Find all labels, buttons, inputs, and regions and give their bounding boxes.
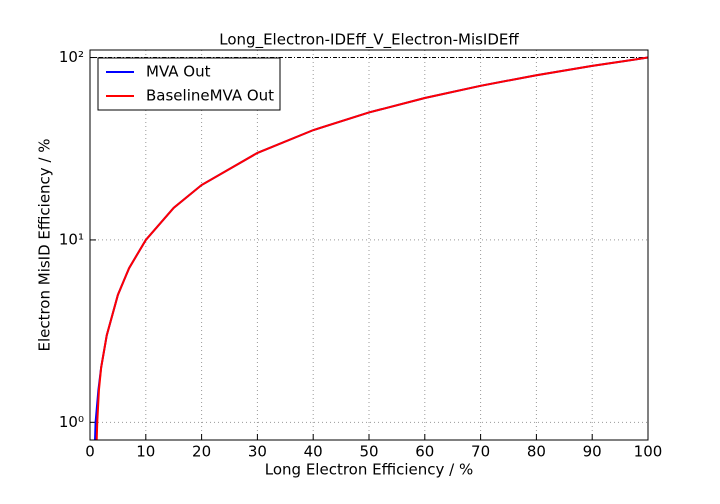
y-tick-label: 10¹ bbox=[59, 230, 84, 248]
y-tick-label: 10² bbox=[59, 48, 84, 66]
x-tick-label: 80 bbox=[527, 443, 546, 461]
chart-title: Long_Electron-IDEff_V_Electron-MisIDEff bbox=[219, 31, 519, 50]
y-tick-label: 10⁰ bbox=[59, 413, 84, 431]
legend-label: BaselineMVA Out bbox=[146, 87, 274, 105]
x-tick-label: 10 bbox=[136, 443, 155, 461]
line bbox=[95, 56, 648, 440]
x-tick-label: 100 bbox=[634, 443, 663, 461]
y-axis-label: Electron MisID Efficiency / % bbox=[36, 138, 54, 351]
x-tick-label: 90 bbox=[583, 443, 602, 461]
x-tick-label: 70 bbox=[471, 443, 490, 461]
x-tick-label: 0 bbox=[85, 443, 95, 461]
x-tick-label: 30 bbox=[248, 443, 267, 461]
plot-frame bbox=[89, 49, 649, 441]
legend-box bbox=[97, 57, 281, 111]
x-tick-label: 40 bbox=[304, 443, 323, 461]
x-tick-label: 20 bbox=[192, 443, 211, 461]
x-tick-label: 50 bbox=[359, 443, 378, 461]
x-tick-label: 60 bbox=[415, 443, 434, 461]
x-axis-label: Long Electron Efficiency / % bbox=[265, 461, 473, 479]
legend-label: MVA Out bbox=[146, 63, 211, 81]
